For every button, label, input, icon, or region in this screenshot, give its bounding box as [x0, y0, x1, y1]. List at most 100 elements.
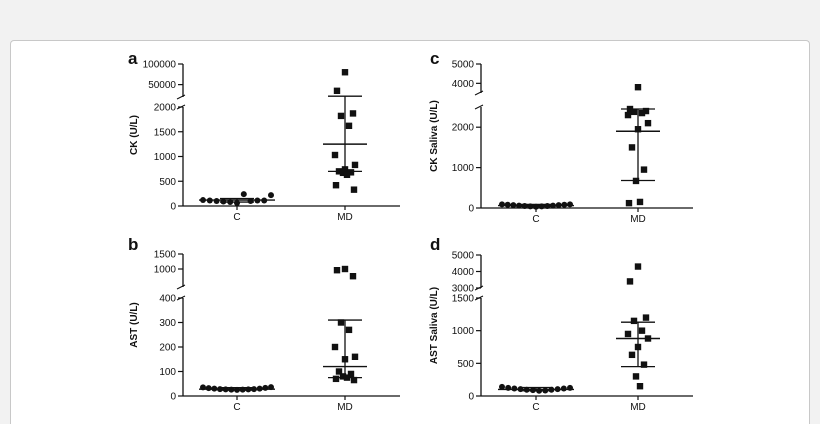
- data-point-MD: [634, 343, 642, 351]
- data-point-MD: [642, 107, 650, 115]
- y-tick-label: 500: [159, 177, 176, 188]
- data-point-MD: [632, 373, 640, 380]
- panel-label: d: [430, 235, 440, 254]
- data-point-C: [527, 203, 534, 210]
- data-point-MD: [640, 361, 648, 368]
- data-point-MD: [626, 105, 634, 113]
- data-point-C: [550, 202, 556, 209]
- data-point-C: [538, 203, 545, 210]
- y-tick-label: 2000: [452, 123, 475, 134]
- data-point-C: [261, 197, 268, 204]
- data-point-C: [529, 387, 536, 394]
- figure-card: [10, 40, 810, 424]
- data-point-C: [510, 202, 517, 209]
- axis-break-mark: [474, 285, 484, 291]
- y-axis-label: AST Saliva (U/L): [429, 287, 440, 364]
- data-point-C: [213, 198, 220, 205]
- data-point-MD: [640, 166, 648, 173]
- data-point-C: [548, 386, 555, 393]
- y-tick-label: 2000: [154, 103, 177, 114]
- data-point-MD: [644, 119, 652, 127]
- y-tick-label: 0: [170, 392, 176, 403]
- data-point-C: [499, 383, 505, 390]
- data-point-C: [200, 384, 206, 391]
- axis-break-mark: [474, 104, 484, 110]
- x-tick-label: C: [532, 214, 539, 225]
- data-point-C: [234, 386, 240, 393]
- data-point-C: [521, 202, 528, 209]
- data-point-C: [504, 201, 511, 208]
- data-point-MD: [636, 383, 644, 390]
- data-point-MD: [644, 335, 652, 342]
- data-point-C: [227, 199, 234, 206]
- data-point-MD: [345, 326, 353, 334]
- x-tick-label: C: [233, 212, 240, 223]
- y-tick-label: 1000: [452, 326, 475, 337]
- data-point-C: [211, 385, 218, 392]
- data-point-C: [217, 386, 223, 393]
- data-point-MD: [341, 166, 349, 173]
- y-tick-label: 1000: [154, 265, 177, 276]
- data-point-MD: [350, 376, 358, 384]
- y-axis-label: CK Saliva (U/L): [429, 100, 440, 172]
- data-point-MD: [337, 112, 345, 120]
- axis-break-mark: [474, 295, 484, 301]
- data-point-C: [240, 191, 247, 198]
- y-tick-label: 3000: [452, 284, 475, 295]
- panel-c: c CK Saliva (U/L) 0 1000 2000 4000 5000 C MD: [429, 49, 693, 225]
- y-tick-label: 1500: [154, 250, 177, 261]
- data-point-MD: [345, 122, 353, 130]
- data-point-MD: [347, 370, 355, 378]
- data-point-C: [206, 197, 213, 204]
- data-point-MD: [339, 169, 347, 177]
- axis-break-mark: [176, 104, 186, 110]
- x-tick-label: MD: [337, 402, 353, 413]
- data-point-C: [205, 385, 212, 392]
- data-point-MD: [350, 186, 358, 193]
- y-tick-label: 4000: [452, 79, 475, 90]
- panel-b: b AST (U/L) 0 100 200 300 400 1000 1500 C MD: [128, 235, 400, 413]
- panel-a: a CK (U/L) 0 500 1000 1500 2000 50000 100000 C MD: [128, 49, 400, 223]
- data-point-C: [544, 202, 551, 209]
- data-point-C: [262, 384, 269, 391]
- data-point-C: [516, 202, 522, 209]
- data-point-MD: [636, 198, 644, 206]
- data-point-C: [517, 386, 524, 393]
- data-point-MD: [628, 144, 636, 151]
- data-point-C: [561, 201, 568, 208]
- x-tick-label: C: [532, 402, 539, 413]
- data-point-MD: [630, 108, 638, 116]
- data-point-C: [523, 386, 530, 393]
- x-tick-label: C: [233, 402, 240, 413]
- data-point-MD: [624, 111, 632, 119]
- data-point-C: [499, 201, 505, 208]
- x-tick-label: MD: [337, 212, 353, 223]
- y-tick-label: 300: [159, 318, 176, 329]
- y-tick-label: 1500: [452, 294, 475, 305]
- data-point-MD: [337, 319, 345, 326]
- axis-break-mark: [474, 90, 484, 96]
- data-point-MD: [351, 161, 359, 169]
- data-point-MD: [332, 182, 340, 189]
- y-tick-label: 100: [159, 367, 176, 378]
- x-tick-label: MD: [630, 214, 646, 225]
- y-tick-label: 100000: [143, 60, 177, 71]
- data-point-MD: [339, 373, 347, 380]
- data-point-C: [533, 203, 539, 210]
- data-point-C: [567, 201, 573, 208]
- y-tick-label: 1500: [154, 127, 177, 138]
- data-point-MD: [624, 330, 632, 338]
- y-tick-label: 5000: [452, 251, 475, 262]
- data-point-C: [511, 385, 518, 392]
- data-point-MD: [632, 177, 640, 185]
- data-point-MD: [331, 151, 339, 159]
- data-point-MD: [628, 351, 636, 359]
- data-point-C: [200, 197, 206, 204]
- data-point-MD: [343, 374, 351, 381]
- data-point-MD: [333, 87, 341, 95]
- y-tick-label: 50000: [148, 80, 176, 91]
- data-point-MD: [335, 168, 343, 175]
- data-point-C: [555, 202, 562, 209]
